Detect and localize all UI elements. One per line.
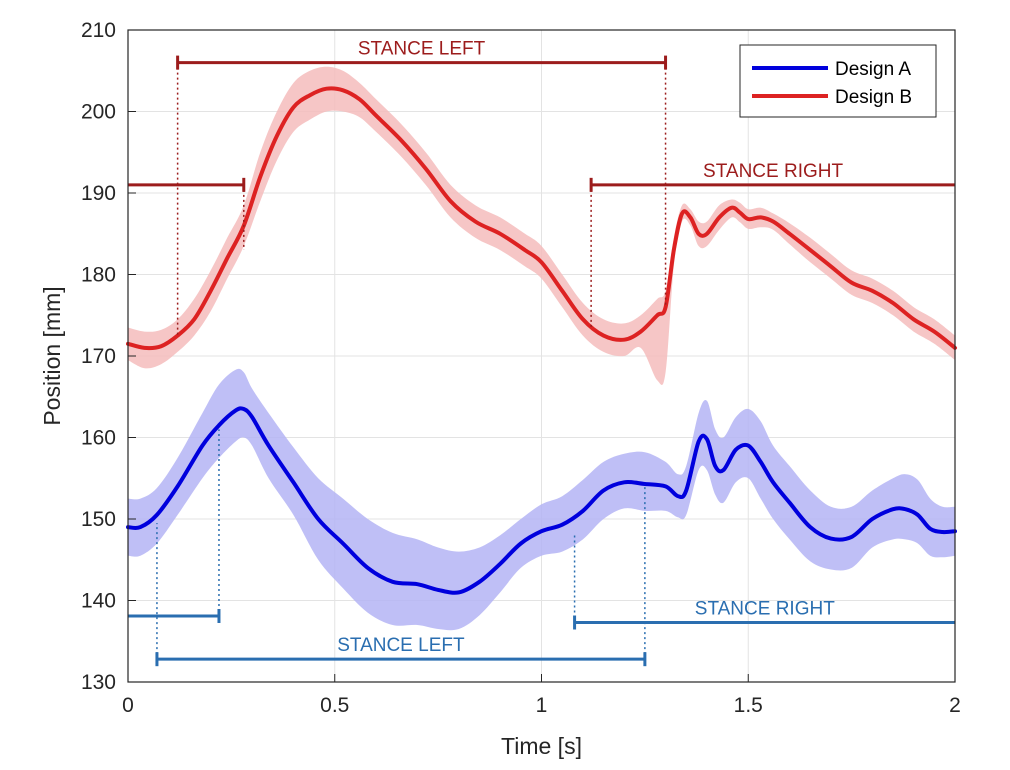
y-axis-title: Position [mm]	[39, 286, 65, 425]
x-tick-label-0: 0	[122, 694, 134, 717]
design-a-line	[126, 406, 957, 595]
y-tick-label-1: 140	[81, 590, 116, 613]
x-tick-label-1: 0.5	[320, 694, 349, 717]
y-tick-label-8: 210	[81, 19, 116, 42]
stance-annotations: STANCE LEFT STANCE RIGHT STANCE LEFT STANCE…	[128, 39, 955, 667]
stance-label-0: STANCE LEFT	[358, 39, 486, 60]
stance-annotation-5	[128, 429, 221, 623]
x-axis-title: Time [s]	[501, 733, 582, 759]
x-tick-label-3: 1.5	[734, 694, 763, 717]
y-tick-label-2: 150	[81, 508, 116, 531]
y-tick-label-5: 180	[81, 264, 116, 287]
series-lines	[126, 86, 957, 595]
x-tick-label-2: 1	[536, 694, 548, 717]
legend-box	[739, 44, 937, 118]
legend-label-design-a: Design A	[835, 59, 911, 80]
stance-annotation-4: STANCE RIGHT	[573, 532, 955, 630]
design-a-band	[128, 368, 955, 631]
stance-annotation-1: STANCE RIGHT	[589, 161, 955, 328]
y-tick-label-4: 170	[81, 345, 116, 368]
axis-ticks: 0 0.5 1 1.5 2 130 140 150 160 170 180 190 200 210	[81, 19, 961, 717]
x-tick-label-4: 2	[949, 694, 961, 717]
stance-label-3: STANCE LEFT	[337, 635, 465, 656]
stance-annotation-0: STANCE LEFT	[176, 39, 668, 336]
legend-label-design-b: Design B	[835, 87, 912, 108]
stance-label-4: STANCE RIGHT	[695, 599, 835, 620]
stance-annotation-3: STANCE LEFT	[155, 483, 647, 667]
y-tick-label-3: 160	[81, 427, 116, 450]
y-tick-label-7: 200	[81, 101, 116, 124]
legend: Design A Design B	[739, 44, 937, 118]
design-b-band	[128, 66, 955, 386]
y-tick-label-6: 190	[81, 182, 116, 205]
grid	[127, 29, 956, 683]
design-b-line	[126, 86, 957, 351]
confidence-bands	[128, 66, 955, 631]
y-tick-label-0: 130	[81, 671, 116, 694]
stance-label-1: STANCE RIGHT	[703, 161, 843, 182]
stance-annotation-2	[128, 177, 246, 251]
